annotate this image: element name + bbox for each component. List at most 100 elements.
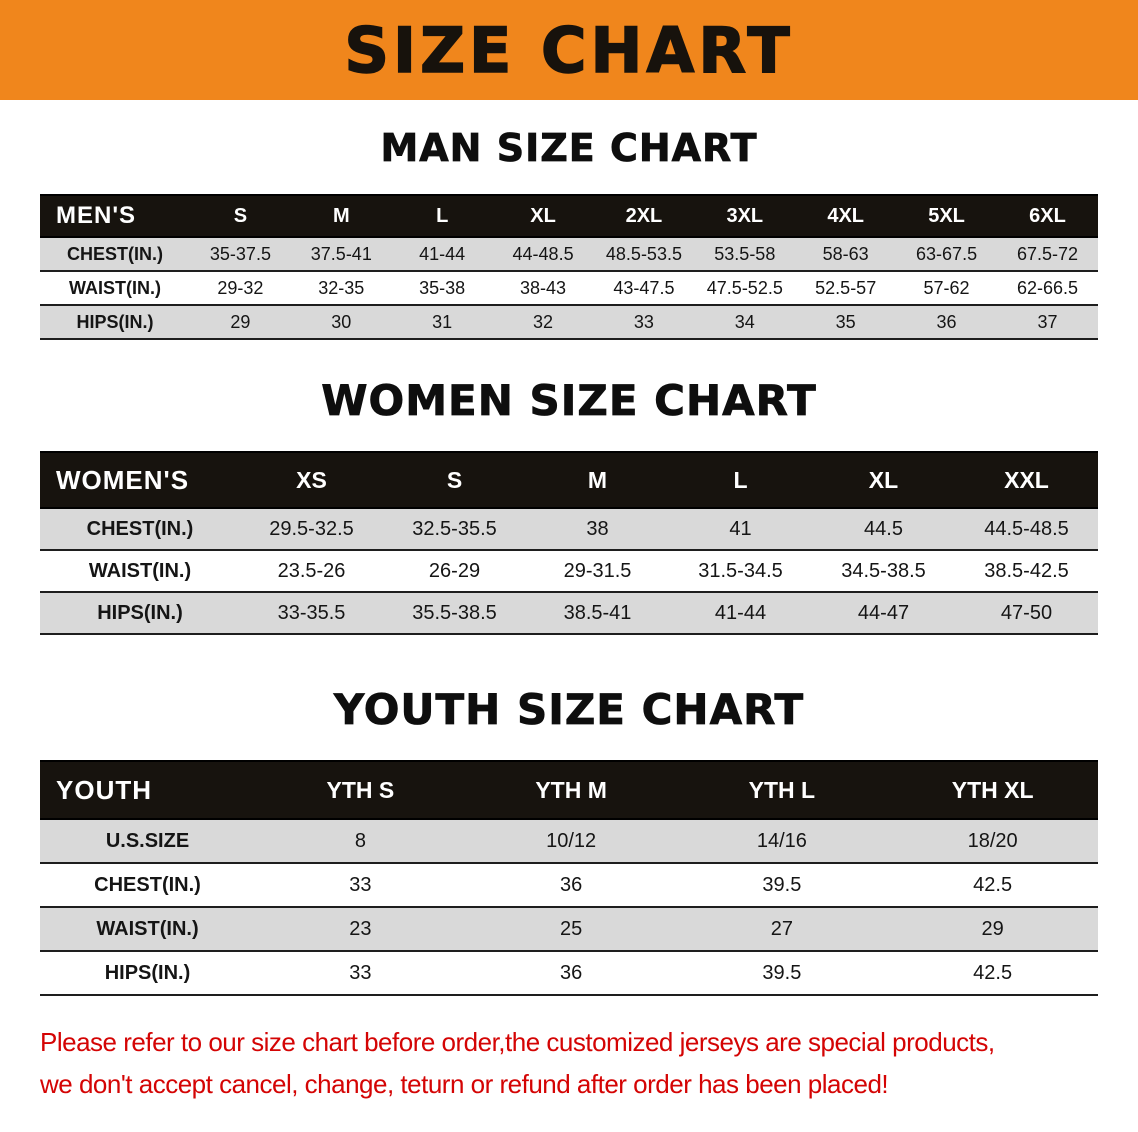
- measurement-value: 38.5-42.5: [955, 549, 1098, 593]
- measurement-value: 37.5-41: [290, 236, 392, 272]
- measurement-value: 14/16: [676, 818, 888, 864]
- disclaimer-line-2: we don't accept cancel, change, teturn o…: [40, 1068, 889, 1099]
- size-column-header: 3XL: [694, 194, 796, 238]
- measurement-value: 58-63: [795, 236, 897, 272]
- measurement-value: 23.5-26: [240, 549, 383, 593]
- measurement-row: WAIST(IN.) 23 25 27 29: [40, 906, 1098, 952]
- size-column-header: 4XL: [795, 194, 897, 238]
- measurement-label: CHEST(IN.): [40, 507, 240, 551]
- measurement-value: 39.5: [676, 950, 888, 996]
- measurement-row: CHEST(IN.) 35-37.5 37.5-41 41-44 44-48.5 48.5…: [40, 236, 1098, 272]
- measurement-value: 33: [255, 862, 466, 908]
- measurement-value: 42.5: [887, 862, 1098, 908]
- measurement-value: 38.5-41: [526, 591, 669, 635]
- measurement-value: 36: [896, 304, 997, 340]
- size-column-header: M: [526, 451, 669, 509]
- measurement-value: 8: [255, 818, 466, 864]
- measurement-value: 39.5: [676, 862, 888, 908]
- measurement-label: HIPS(IN.): [40, 950, 255, 996]
- measurement-value: 36: [465, 862, 677, 908]
- measurement-value: 41-44: [669, 591, 812, 635]
- size-column-header: L: [391, 194, 493, 238]
- measurement-value: 44.5: [812, 507, 955, 551]
- measurement-value: 38: [526, 507, 669, 551]
- measurement-value: 35.5-38.5: [383, 591, 526, 635]
- measurement-value: 29.5-32.5: [240, 507, 383, 551]
- women-size-section: WOMEN SIZE CHART WOMEN'S XS S M L XL XXL CHEST(I…: [0, 376, 1138, 635]
- measurement-value: 30: [290, 304, 392, 340]
- size-column-header: 5XL: [896, 194, 997, 238]
- size-column-header: 2XL: [593, 194, 695, 238]
- measurement-value: 62-66.5: [997, 270, 1098, 306]
- measurement-label: HIPS(IN.): [40, 304, 190, 340]
- measurement-row: CHEST(IN.) 33 36 39.5 42.5: [40, 862, 1098, 908]
- size-column-header: XS: [240, 451, 383, 509]
- size-column-header: S: [383, 451, 526, 509]
- measurement-value: 32-35: [290, 270, 392, 306]
- measurement-value: 31: [391, 304, 493, 340]
- table-header-row: MEN'S S M L XL 2XL 3XL 4XL 5XL 6XL: [40, 194, 1098, 238]
- size-column-header: XL: [492, 194, 594, 238]
- measurement-value: 27: [676, 906, 888, 952]
- measurement-value: 43-47.5: [593, 270, 695, 306]
- size-column-header: XL: [812, 451, 955, 509]
- men-size-chart-heading: MAN SIZE CHART: [380, 126, 758, 171]
- table-header-row: YOUTH YTH S YTH M YTH L YTH XL: [40, 760, 1098, 820]
- measurement-value: 10/12: [465, 818, 677, 864]
- measurement-value: 35: [795, 304, 897, 340]
- measurement-value: 38-43: [492, 270, 594, 306]
- size-column-header: L: [669, 451, 812, 509]
- measurement-row: HIPS(IN.) 29 30 31 32 33 34 35 36 37: [40, 304, 1098, 340]
- measurement-value: 35-38: [391, 270, 493, 306]
- measurement-value: 34.5-38.5: [812, 549, 955, 593]
- measurement-value: 48.5-53.5: [593, 236, 695, 272]
- size-column-header: 6XL: [997, 194, 1098, 238]
- measurement-value: 37: [997, 304, 1098, 340]
- measurement-row: U.S.SIZE 8 10/12 14/16 18/20: [40, 818, 1098, 864]
- measurement-label: U.S.SIZE: [40, 818, 255, 864]
- measurement-value: 32.5-35.5: [383, 507, 526, 551]
- measurement-value: 33: [255, 950, 466, 996]
- page-title: SIZE CHART: [344, 13, 794, 88]
- measurement-value: 29-32: [190, 270, 291, 306]
- measurement-value: 67.5-72: [997, 236, 1098, 272]
- measurement-value: 33: [593, 304, 695, 340]
- youth-size-section: YOUTH SIZE CHART YOUTH YTH S YTH M YTH L YTH …: [0, 685, 1138, 996]
- table-title-cell: YOUTH: [40, 760, 255, 820]
- measurement-value: 32: [492, 304, 594, 340]
- women-size-chart-heading: WOMEN SIZE CHART: [321, 376, 817, 426]
- measurement-value: 34: [694, 304, 796, 340]
- measurement-row: HIPS(IN.) 33 36 39.5 42.5: [40, 950, 1098, 996]
- youth-size-chart-heading: YOUTH SIZE CHART: [333, 685, 805, 735]
- measurement-label: WAIST(IN.): [40, 906, 255, 952]
- measurement-row: WAIST(IN.) 23.5-26 26-29 29-31.5 31.5-34.5 34…: [40, 549, 1098, 593]
- measurement-value: 41: [669, 507, 812, 551]
- measurement-value: 42.5: [887, 950, 1098, 996]
- measurement-label: CHEST(IN.): [40, 862, 255, 908]
- table-title-cell: WOMEN'S: [40, 451, 240, 509]
- size-column-header: YTH L: [676, 760, 888, 820]
- size-chart-sections: MAN SIZE CHART MEN'S S M L XL 2XL 3XL 4XL 5XL 6XL C…: [0, 126, 1138, 996]
- measurement-value: 44.5-48.5: [955, 507, 1098, 551]
- measurement-value: 23: [255, 906, 466, 952]
- measurement-value: 25: [465, 906, 677, 952]
- measurement-value: 29-31.5: [526, 549, 669, 593]
- measurement-label: WAIST(IN.): [40, 549, 240, 593]
- measurement-value: 18/20: [887, 818, 1098, 864]
- measurement-value: 33-35.5: [240, 591, 383, 635]
- men-size-table: MEN'S S M L XL 2XL 3XL 4XL 5XL 6XL CHEST(IN.) 35-37…: [40, 194, 1098, 340]
- disclaimer-note: Please refer to our size chart before or…: [40, 1022, 1118, 1105]
- measurement-value: 63-67.5: [896, 236, 997, 272]
- measurement-value: 44-48.5: [492, 236, 594, 272]
- size-column-header: XXL: [955, 451, 1098, 509]
- measurement-value: 29: [887, 906, 1098, 952]
- youth-size-table: YOUTH YTH S YTH M YTH L YTH XL U.S.SIZE 8 10/12…: [40, 760, 1098, 996]
- size-column-header: YTH S: [255, 760, 466, 820]
- measurement-label: HIPS(IN.): [40, 591, 240, 635]
- measurement-value: 47.5-52.5: [694, 270, 796, 306]
- measurement-value: 57-62: [896, 270, 997, 306]
- size-column-header: YTH M: [465, 760, 677, 820]
- measurement-value: 47-50: [955, 591, 1098, 635]
- measurement-row: CHEST(IN.) 29.5-32.5 32.5-35.5 38 41 44.5 44.5…: [40, 507, 1098, 551]
- men-size-section: MAN SIZE CHART MEN'S S M L XL 2XL 3XL 4XL 5XL 6XL C…: [0, 126, 1138, 340]
